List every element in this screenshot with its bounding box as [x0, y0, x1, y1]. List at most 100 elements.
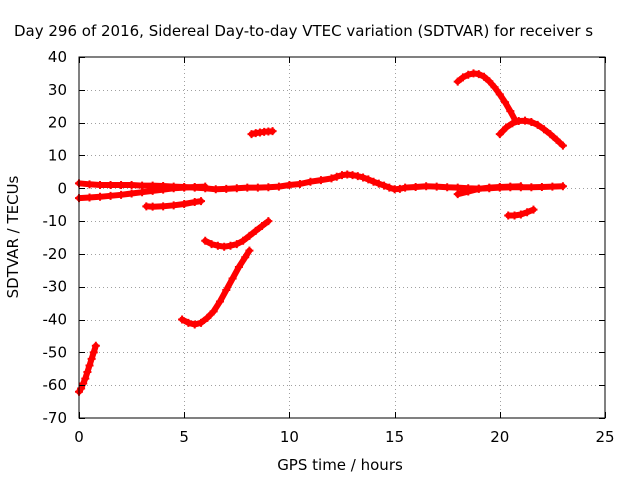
series-arc-low-end	[453, 182, 525, 199]
y-axis-label: SDTVAR / TECUs	[4, 175, 22, 298]
data-point	[359, 173, 368, 182]
series-arc-peak	[453, 69, 520, 125]
data-point	[401, 183, 410, 192]
data-point	[245, 231, 254, 240]
y-tick-label: -10	[43, 212, 68, 230]
data-point	[169, 201, 178, 210]
data-point	[529, 205, 538, 214]
y-tick-label: -30	[43, 278, 68, 296]
plot-frame	[78, 56, 606, 419]
data-point	[169, 184, 178, 193]
data-point	[117, 180, 126, 189]
data-point	[508, 119, 517, 128]
series-arc-trough	[178, 246, 254, 329]
data-point	[106, 180, 115, 189]
series-arc-short-high	[247, 127, 277, 139]
data-point	[222, 286, 231, 295]
data-point	[222, 184, 231, 193]
grid	[79, 57, 605, 418]
data-point	[490, 83, 499, 92]
series-arc-hump	[495, 116, 567, 150]
data-point	[537, 182, 546, 191]
data-point	[501, 98, 510, 107]
data-point	[480, 72, 489, 81]
data-point	[527, 117, 536, 126]
data-point	[159, 202, 168, 211]
data-point	[506, 182, 515, 191]
data-point	[443, 183, 452, 192]
data-point	[558, 182, 567, 191]
data-points	[75, 69, 567, 396]
data-point	[117, 190, 126, 199]
data-point	[207, 240, 216, 249]
data-point	[85, 193, 94, 202]
data-point	[516, 182, 525, 191]
data-point	[215, 297, 224, 306]
data-point	[190, 182, 199, 191]
data-point	[369, 177, 378, 186]
data-point	[274, 182, 283, 191]
data-point	[184, 318, 193, 327]
data-point	[411, 182, 420, 191]
data-point	[474, 184, 483, 193]
data-point	[89, 348, 98, 357]
data-point	[264, 217, 273, 226]
data-point	[251, 226, 260, 235]
data-point	[558, 141, 567, 150]
data-point	[83, 368, 92, 377]
data-point	[548, 182, 557, 191]
data-point	[180, 183, 189, 192]
data-point	[539, 125, 548, 134]
data-point	[258, 222, 267, 231]
data-point	[203, 313, 212, 322]
x-tick-label: 25	[595, 428, 614, 446]
data-point	[226, 241, 235, 250]
data-point	[197, 197, 206, 206]
data-point	[245, 246, 254, 255]
series-arc-start	[75, 341, 100, 396]
data-point	[197, 318, 206, 327]
data-point	[485, 183, 494, 192]
data-point	[422, 182, 431, 191]
data-point	[91, 341, 100, 350]
y-tick-label: -20	[43, 245, 68, 263]
y-tick-label: 0	[57, 179, 67, 197]
data-point	[523, 208, 532, 217]
data-point	[306, 177, 315, 186]
y-tick-label: -50	[43, 343, 68, 361]
series-arc-low-2	[142, 197, 206, 211]
data-point	[464, 187, 473, 196]
data-point	[374, 179, 383, 188]
data-point	[232, 240, 241, 249]
data-point	[533, 120, 542, 129]
data-point	[385, 183, 394, 192]
data-point	[85, 361, 94, 370]
data-point	[79, 379, 88, 388]
y-tick-label: 20	[48, 114, 67, 132]
data-point	[127, 189, 136, 198]
data-point	[285, 180, 294, 189]
data-point	[228, 274, 237, 283]
y-tick-label: -60	[43, 376, 68, 394]
data-point	[521, 116, 530, 125]
data-point	[295, 180, 304, 189]
data-point	[432, 182, 441, 191]
data-point	[264, 183, 273, 192]
data-point	[502, 123, 511, 132]
data-point	[87, 354, 96, 363]
data-point	[395, 184, 404, 193]
data-point	[127, 180, 136, 189]
x-tick-label: 5	[179, 428, 189, 446]
data-point	[380, 181, 389, 190]
data-point	[552, 135, 561, 144]
data-point	[458, 73, 467, 82]
data-point	[96, 180, 105, 189]
series-arc-low-1	[75, 182, 210, 203]
data-point	[506, 107, 515, 116]
data-point	[495, 182, 504, 191]
y-tick-label: 30	[48, 81, 67, 99]
data-point	[138, 188, 147, 197]
data-point	[159, 185, 168, 194]
data-point	[253, 183, 262, 192]
data-point	[201, 182, 210, 191]
